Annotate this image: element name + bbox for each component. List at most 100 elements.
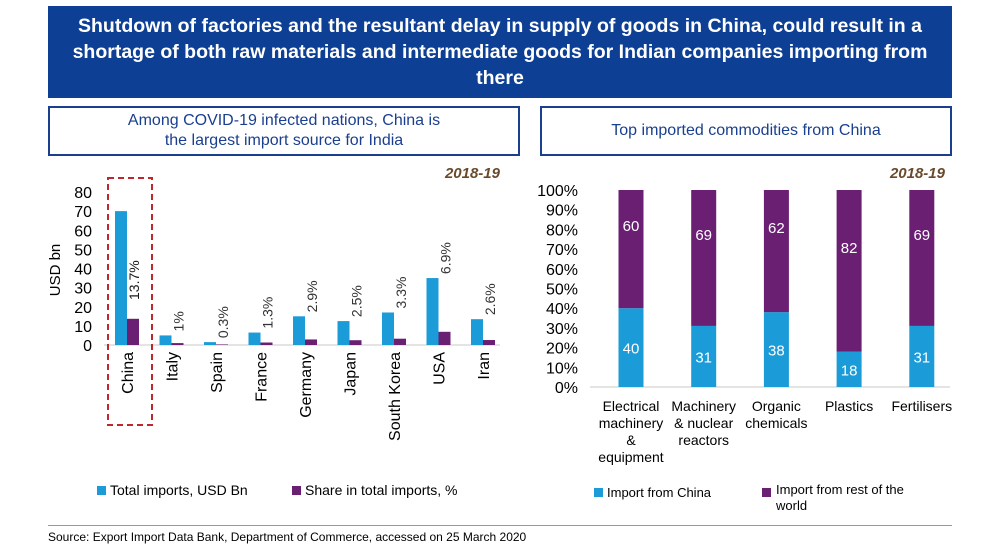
data-label-share: 2.5% (349, 285, 365, 317)
x-tick-label: chemicals (745, 415, 807, 431)
y-tick-label: 90% (546, 203, 578, 220)
data-label-share: 0.3% (215, 306, 231, 338)
china-highlight-box (107, 177, 153, 426)
x-tick-label: South Korea (387, 352, 404, 441)
source-note: Source: Export Import Data Bank, Departm… (48, 530, 527, 544)
y-tick-label: 50 (74, 242, 92, 259)
bar-share-imports (438, 331, 451, 345)
y-tick-label: 60% (546, 262, 578, 279)
bar-share-imports (483, 340, 495, 345)
bar-share-imports (127, 318, 139, 345)
bar-share-imports (394, 338, 406, 345)
x-tick-label: France (254, 352, 271, 402)
bar-total-imports (426, 278, 439, 345)
data-label-china: 31 (913, 349, 930, 366)
y-tick-label: 0% (555, 380, 578, 397)
bar-import-china (618, 308, 644, 387)
x-tick-label: & nuclear (674, 415, 733, 431)
data-label-china: 38 (768, 343, 785, 360)
y-tick-label: 80% (546, 222, 578, 239)
legend-swatch-rest (762, 488, 771, 497)
x-tick-label: equipment (598, 449, 663, 465)
x-tick-label: Japan (343, 352, 360, 396)
bar-import-china (763, 312, 789, 387)
x-tick-label: Organic (752, 398, 801, 414)
bar-import-rest (618, 190, 644, 309)
y-tick-label: 70 (74, 204, 92, 221)
x-tick-label: Spain (209, 352, 226, 393)
data-label-rest: 82 (841, 240, 858, 257)
y-tick-label: 10 (74, 319, 92, 336)
data-label-share: 3.3% (393, 277, 409, 309)
right-year-label: 2018-19 (889, 165, 946, 182)
bar-total-imports (159, 335, 172, 345)
legend-swatch-total-imports (97, 486, 106, 495)
bar-import-china (836, 351, 862, 387)
x-tick-label: China (120, 352, 137, 394)
data-label-rest: 69 (695, 227, 712, 244)
data-label-china: 18 (841, 362, 858, 379)
y-axis-label: USD bn (47, 244, 64, 297)
data-label-rest: 60 (623, 218, 640, 235)
bar-import-rest (763, 190, 789, 313)
y-tick-label: 50% (546, 282, 578, 299)
bar-share-imports (260, 342, 273, 345)
data-label-rest: 69 (913, 227, 930, 244)
left-year-label: 2018-19 (444, 165, 501, 182)
data-label-share: 2.6% (482, 283, 498, 315)
y-tick-label: 40% (546, 301, 578, 318)
bar-total-imports (382, 312, 394, 345)
bar-total-imports (337, 321, 350, 345)
y-tick-label: 20% (546, 341, 578, 358)
x-tick-label: & (626, 432, 636, 448)
y-tick-label: 30% (546, 321, 578, 338)
legend-swatch-share (292, 486, 301, 495)
y-tick-label: 0 (83, 338, 92, 355)
y-tick-label: 80 (74, 185, 92, 202)
data-label-china: 31 (695, 349, 712, 366)
legend-label-total-imports: Total imports, USD Bn (110, 482, 248, 498)
bar-import-rest (909, 190, 935, 326)
data-label-china: 40 (623, 341, 640, 358)
x-tick-label: machinery (599, 415, 664, 431)
x-tick-label: USA (432, 352, 449, 385)
legend-label-share: Share in total imports, % (305, 482, 458, 498)
y-tick-label: 70% (546, 242, 578, 259)
right-stacked-bar-chart: 2018-19 0% 10% 20% 30% 40% 50% 60% 70% 80% 90% 100%… (537, 165, 952, 513)
bar-import-rest (691, 190, 717, 326)
bar-total-imports (248, 332, 261, 345)
left-heading-line1: Among COVID-19 infected nations, China i… (127, 112, 441, 129)
bar-import-china (691, 325, 717, 387)
bar-share-imports (349, 340, 362, 345)
right-heading-text: Top imported commodities from China (611, 122, 881, 139)
data-label-rest: 62 (768, 220, 785, 237)
page-title: Shutdown of factories and the resultant … (48, 6, 952, 98)
legend-swatch-china (594, 488, 603, 497)
y-tick-label: 60 (74, 223, 92, 240)
y-tick-label: 20 (74, 300, 92, 317)
y-tick-label: 40 (74, 262, 92, 279)
bar-total-imports (471, 319, 483, 345)
bar-total-imports (204, 342, 216, 345)
bar-share-imports (216, 344, 228, 345)
right-panel-heading: Top imported commodities from China (540, 106, 952, 156)
bar-import-rest (836, 190, 862, 352)
x-tick-label: Fertilisers (891, 398, 952, 414)
left-bar-chart: 2018-19 0 10 20 30 40 50 60 70 80 USD bn 13.7% China… (47, 165, 501, 498)
legend-label-china: Import from China (607, 485, 712, 500)
data-label-share: 13.7% (126, 260, 142, 300)
data-label-share: 1% (171, 311, 187, 331)
left-heading-line2: the largest import source for India (164, 132, 404, 149)
left-panel-heading: Among COVID-19 infected nations, China i… (48, 106, 520, 156)
x-tick-label: Italy (165, 352, 182, 381)
bar-total-imports (115, 211, 127, 345)
x-tick-label: Germany (298, 352, 315, 418)
source-divider (48, 525, 952, 526)
data-label-share: 6.9% (438, 242, 454, 274)
bar-import-china (909, 325, 935, 387)
x-tick-label: reactors (678, 432, 729, 448)
data-label-share: 2.9% (304, 280, 320, 312)
x-tick-label: Plastics (825, 398, 873, 414)
y-tick-label: 100% (537, 183, 578, 200)
bar-share-imports (171, 343, 184, 345)
